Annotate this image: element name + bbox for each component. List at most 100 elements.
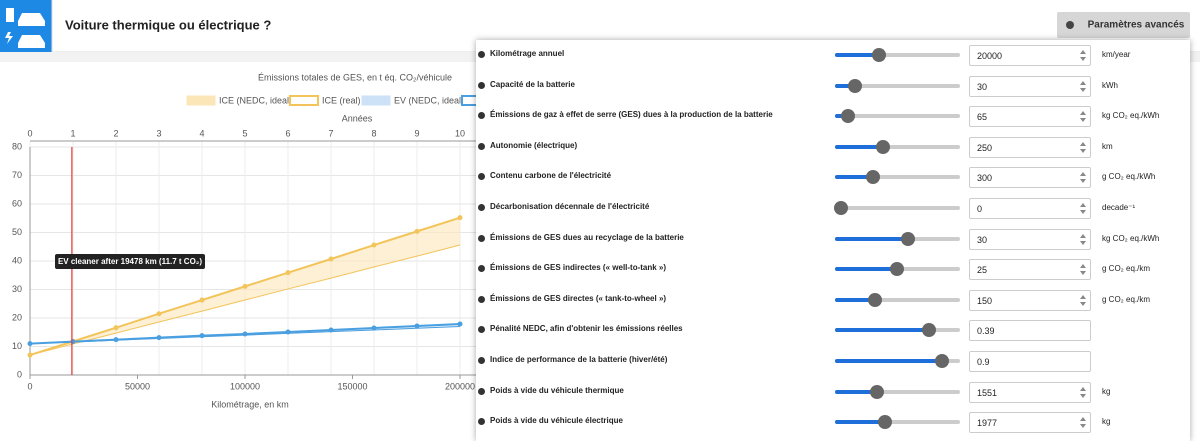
setting-unit: kg: [1102, 417, 1111, 427]
y-tick-label: 20: [12, 312, 22, 322]
slider-thumb[interactable]: [935, 354, 949, 368]
number-input[interactable]: 30: [969, 75, 1091, 97]
y-tick-label: 60: [12, 198, 22, 208]
number-input[interactable]: 1551: [969, 381, 1091, 403]
number-input[interactable]: 300: [969, 167, 1091, 189]
slider-thumb[interactable]: [901, 231, 915, 246]
slider[interactable]: [835, 231, 960, 246]
slider[interactable]: [835, 48, 960, 62]
number-input[interactable]: 150: [969, 289, 1091, 311]
spinner[interactable]: [1080, 50, 1086, 61]
top-tick-label: 7: [328, 128, 333, 138]
point: [27, 352, 33, 358]
point: [414, 228, 420, 234]
slider-thumb[interactable]: [878, 415, 892, 430]
setting-label: Émissions de gaz à effet de serre (GES) …: [490, 110, 773, 120]
number-input[interactable]: 0.39: [969, 320, 1091, 342]
setting-unit: g CO₂ eq./km: [1102, 294, 1151, 304]
logo-car: [18, 35, 45, 48]
info-icon[interactable]: [478, 173, 485, 181]
info-icon[interactable]: [478, 51, 485, 58]
spinner[interactable]: [1080, 264, 1086, 276]
slider-thumb[interactable]: [922, 323, 936, 338]
slider-thumb[interactable]: [876, 139, 890, 154]
setting-label: Capacité de la batterie: [490, 79, 575, 89]
legend-label: ICE (NEDC, ideal): [219, 95, 292, 105]
spinner[interactable]: [1080, 294, 1086, 306]
setting-label: Kilométrage annuel: [490, 49, 565, 58]
legend-label: ICE (real): [322, 95, 361, 105]
gear-icon: [1066, 21, 1074, 29]
info-icon[interactable]: [478, 418, 485, 426]
number-input[interactable]: 0: [969, 198, 1091, 219]
setting-label: Émissions de GES dues au recyclage de la…: [490, 232, 684, 242]
slider-thumb[interactable]: [848, 78, 862, 93]
slider-fill: [835, 236, 908, 241]
number-input[interactable]: 25: [969, 259, 1091, 281]
slider-thumb[interactable]: [868, 292, 882, 307]
slider-thumb[interactable]: [890, 262, 904, 277]
info-icon[interactable]: [478, 295, 485, 303]
number-input[interactable]: 65: [969, 106, 1091, 128]
slider-thumb[interactable]: [866, 170, 880, 185]
spinner[interactable]: [1080, 233, 1086, 245]
slider-thumb[interactable]: [834, 201, 848, 215]
slider[interactable]: [835, 323, 960, 338]
point: [371, 242, 377, 248]
settings-button[interactable]: [1057, 12, 1190, 38]
setting-label: Émissions de GES directes (« tank-to-whe…: [490, 293, 667, 303]
slider[interactable]: [835, 139, 960, 154]
spinner[interactable]: [1080, 386, 1086, 398]
info-icon[interactable]: [478, 142, 485, 150]
spinner[interactable]: [1080, 111, 1086, 123]
slider[interactable]: [835, 415, 960, 430]
top-tick-label: 3: [156, 128, 161, 138]
number-input[interactable]: 250: [969, 136, 1091, 158]
settings-button-label[interactable]: Paramètres avancés: [1088, 20, 1185, 31]
slider-thumb[interactable]: [841, 109, 855, 124]
spinner[interactable]: [1080, 172, 1086, 184]
slider-fill: [835, 267, 897, 272]
x-tick-label: 200000: [445, 381, 475, 391]
slider[interactable]: [835, 170, 960, 185]
slider-fill: [835, 175, 873, 180]
info-icon[interactable]: [478, 81, 485, 89]
number-input[interactable]: 0.9: [969, 351, 1091, 372]
info-icon[interactable]: [478, 326, 485, 334]
slider[interactable]: [835, 78, 960, 93]
info-icon[interactable]: [478, 204, 485, 211]
number-input[interactable]: 1977: [969, 412, 1091, 434]
setting-unit: kg: [1102, 386, 1111, 396]
setting-row: Émissions de gaz à effet de serre (GES) …: [476, 103, 1190, 129]
spinner[interactable]: [1080, 417, 1086, 429]
slider-fill: [835, 359, 942, 363]
spinner[interactable]: [1080, 141, 1086, 153]
point: [414, 323, 420, 329]
setting-label: Pénalité NEDC, afin d'obtenir les émissi…: [490, 324, 683, 334]
top-tick-label: 10: [455, 128, 465, 138]
point: [328, 327, 334, 333]
info-icon[interactable]: [478, 265, 485, 273]
number-input[interactable]: 30: [969, 228, 1091, 250]
info-icon[interactable]: [478, 387, 485, 395]
slider-thumb[interactable]: [872, 48, 886, 62]
slider[interactable]: [835, 292, 960, 307]
slider[interactable]: [835, 384, 960, 399]
logo-pump: [6, 8, 14, 22]
slider[interactable]: [835, 262, 960, 277]
slider[interactable]: [834, 201, 960, 215]
logo-car: [18, 13, 45, 26]
info-icon[interactable]: [478, 234, 485, 242]
slider[interactable]: [835, 354, 960, 368]
logo-bolt: [5, 32, 13, 44]
slider-thumb[interactable]: [870, 384, 884, 399]
number-input[interactable]: 20000: [969, 45, 1091, 66]
info-icon[interactable]: [478, 112, 485, 120]
info-icon[interactable]: [478, 357, 485, 364]
setting-row: Émissions de GES indirectes (« well-to-t…: [476, 256, 1190, 282]
legend-label: EV (NEDC, ideal): [394, 95, 464, 105]
slider-fill: [835, 144, 883, 149]
slider[interactable]: [835, 109, 960, 124]
spinner[interactable]: [1080, 80, 1086, 92]
spinner[interactable]: [1080, 203, 1086, 214]
